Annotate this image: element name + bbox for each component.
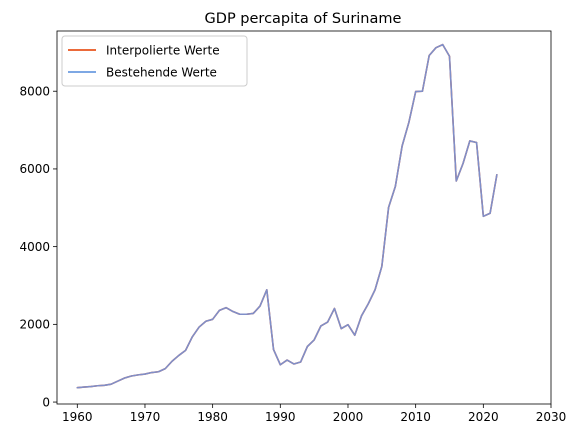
legend: Interpolierte Werte Bestehende Werte xyxy=(61,35,248,87)
x-tick-label: 2000 xyxy=(333,410,364,424)
x-tick-label: 2010 xyxy=(400,410,431,424)
legend-label-interpolated: Interpolierte Werte xyxy=(106,44,220,58)
x-tick-label: 1960 xyxy=(62,410,93,424)
series-layer xyxy=(76,43,498,389)
plot-area xyxy=(57,31,551,404)
y-tick-label: 4000 xyxy=(19,240,50,254)
legend-box xyxy=(61,35,248,87)
x-tick-label: 2020 xyxy=(468,410,499,424)
x-tick-label: 1970 xyxy=(130,410,161,424)
series-line-existing xyxy=(76,43,498,389)
plot-frame xyxy=(56,30,552,405)
x-tick-label: 1980 xyxy=(197,410,228,424)
y-tick-label: 6000 xyxy=(19,162,50,176)
y-tick-label: 8000 xyxy=(19,84,50,98)
y-tick-label: 0 xyxy=(42,395,50,409)
x-tick-label: 1990 xyxy=(265,410,296,424)
y-tick-label: 2000 xyxy=(19,318,50,332)
x-axis: 1960 1970 1980 1990 2000 2010 2020 2030 xyxy=(62,404,566,424)
y-axis: 0 2000 4000 6000 8000 xyxy=(19,84,57,409)
chart-title: GDP percapita of Suriname xyxy=(205,11,402,27)
x-tick-label: 2030 xyxy=(536,410,567,424)
legend-label-existing: Bestehende Werte xyxy=(106,66,217,80)
